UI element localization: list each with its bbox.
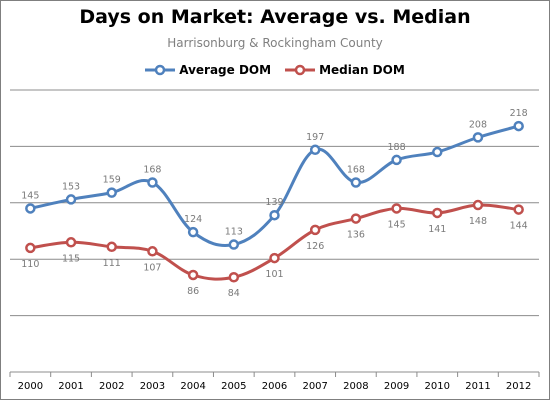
legend-label-median: Median DOM xyxy=(319,63,405,77)
legend-item-average: Average DOM xyxy=(145,63,271,77)
data-point-average xyxy=(65,194,77,205)
data-label-average: 188 xyxy=(388,142,406,153)
x-tick-label: 2008 xyxy=(343,381,368,392)
data-label-average: 145 xyxy=(21,190,39,201)
data-point-average xyxy=(350,177,362,188)
data-point-median xyxy=(432,207,443,219)
data-label-average: 124 xyxy=(184,214,202,225)
data-label-median: 86 xyxy=(187,286,199,297)
data-label-median: 141 xyxy=(428,224,446,235)
data-point-median xyxy=(350,213,362,224)
data-point-median xyxy=(106,241,117,253)
data-point-median xyxy=(228,271,240,283)
chart-subtitle: Harrisonburg & Rockingham County xyxy=(167,36,383,50)
x-tick-label: 2009 xyxy=(384,381,409,392)
data-point-average xyxy=(187,226,199,238)
data-point-average xyxy=(309,144,321,156)
data-label-median: 145 xyxy=(388,219,406,230)
x-tick-label: 2001 xyxy=(58,381,83,392)
x-tick-label: 2004 xyxy=(180,381,205,392)
chart-title: Days on Market: Average vs. Median xyxy=(79,6,471,28)
data-label-median: 148 xyxy=(469,216,487,227)
data-point-median xyxy=(25,242,36,254)
data-point-average xyxy=(391,154,402,166)
x-tick-label: 2010 xyxy=(425,381,450,392)
data-point-average xyxy=(513,120,524,132)
data-point-median xyxy=(187,269,199,281)
data-point-average xyxy=(228,239,240,250)
data-label-median: 126 xyxy=(306,241,324,252)
legend-label-average: Average DOM xyxy=(179,63,272,77)
data-label-median: 136 xyxy=(347,230,365,241)
data-point-average xyxy=(147,177,158,188)
data-label-average: 197 xyxy=(306,132,324,143)
data-label-average: 168 xyxy=(347,164,365,175)
x-tick-label: 2011 xyxy=(465,381,490,392)
legend-marker-average xyxy=(145,64,176,76)
data-point-average xyxy=(472,132,484,143)
data-label-median: 101 xyxy=(265,269,283,280)
x-tick-label: 2000 xyxy=(18,381,43,392)
data-label-average: 168 xyxy=(143,164,161,175)
data-point-median xyxy=(65,237,77,248)
data-label-average: 113 xyxy=(225,227,243,238)
x-tick-label: 2007 xyxy=(302,381,327,392)
x-tick-label: 2002 xyxy=(99,381,124,392)
data-point-median xyxy=(513,204,524,215)
legend: Average DOM Median DOM xyxy=(0,60,550,80)
data-point-median xyxy=(147,246,158,257)
x-tick-label: 2012 xyxy=(506,381,531,392)
data-label-average: 208 xyxy=(469,119,487,130)
x-tick-label: 2005 xyxy=(221,381,246,392)
data-label-median: 84 xyxy=(228,288,240,299)
data-point-average xyxy=(432,146,443,158)
data-point-median xyxy=(269,252,280,264)
data-point-median xyxy=(391,203,402,214)
data-label-average: 218 xyxy=(510,108,528,119)
data-label-median: 111 xyxy=(103,258,121,269)
data-label-median: 144 xyxy=(510,221,528,232)
data-label-average: 159 xyxy=(103,175,121,186)
legend-item-median: Median DOM xyxy=(285,63,405,77)
data-point-median xyxy=(309,224,321,236)
data-label-average: 153 xyxy=(62,181,80,192)
data-label-median: 110 xyxy=(21,259,39,270)
legend-marker-median xyxy=(285,64,316,76)
data-label-median: 107 xyxy=(143,262,161,273)
data-point-median xyxy=(472,199,484,211)
data-point-average xyxy=(25,203,36,214)
data-point-average xyxy=(269,209,280,221)
data-label-median: 115 xyxy=(62,253,80,264)
x-tick-label: 2006 xyxy=(262,381,287,392)
data-label-average: 139 xyxy=(265,197,283,208)
data-point-average xyxy=(106,187,117,198)
x-tick-label: 2003 xyxy=(140,381,165,392)
